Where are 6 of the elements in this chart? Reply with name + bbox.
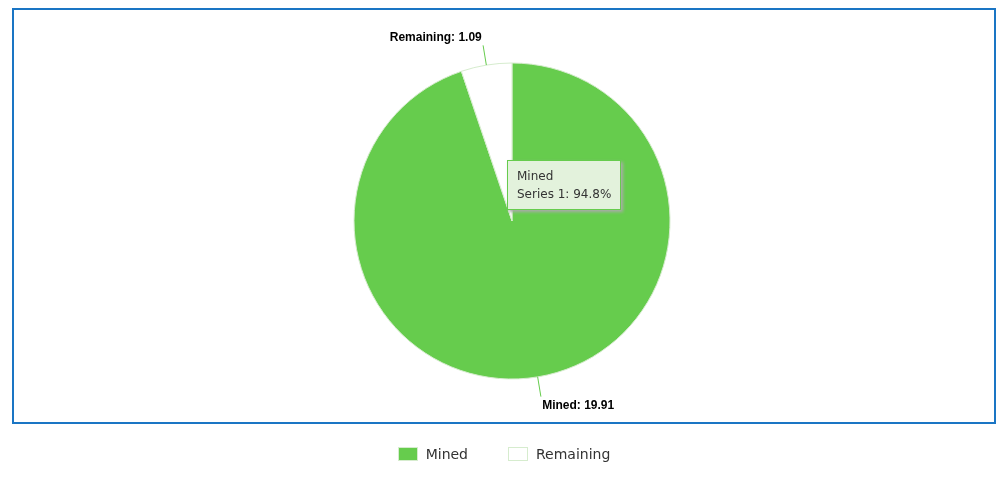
data-label: Mined: 19.91 <box>542 397 615 412</box>
data-label: Remaining: 1.09 <box>389 30 483 45</box>
text: Series 1: 94.8% <box>517 186 612 203</box>
legend-label: Remaining <box>536 446 611 462</box>
text: Mined <box>517 168 555 185</box>
legend-label: Mined <box>425 446 468 462</box>
